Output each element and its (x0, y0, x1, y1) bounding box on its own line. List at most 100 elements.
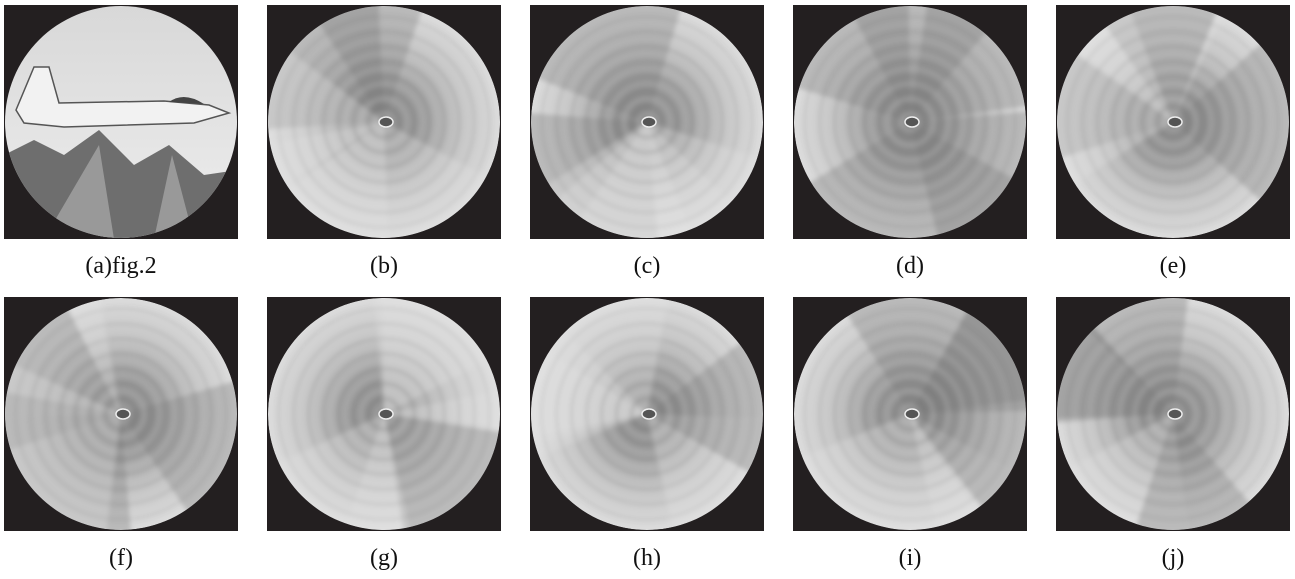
ring (352, 382, 416, 446)
sector (800, 122, 1022, 238)
ring (555, 30, 739, 214)
caption: (j) (1162, 545, 1185, 571)
ring (1088, 329, 1258, 499)
ring (284, 314, 484, 514)
mountain-shade (44, 145, 194, 238)
ring (848, 60, 972, 184)
ring (562, 37, 732, 207)
ring (1118, 67, 1228, 177)
ring (803, 15, 1017, 229)
ring (292, 322, 476, 506)
ring (344, 82, 424, 162)
ring (14, 307, 228, 521)
ring (630, 105, 664, 139)
ring (540, 15, 754, 229)
ring (1148, 389, 1198, 439)
ring (818, 322, 1002, 506)
ring (322, 60, 446, 184)
ring (59, 352, 183, 476)
ring (1156, 397, 1190, 431)
ring (825, 329, 995, 499)
ring (825, 37, 995, 207)
ring (1111, 352, 1235, 476)
swirl (268, 6, 497, 238)
ring (1103, 52, 1243, 192)
ring (615, 90, 679, 154)
ring (1088, 37, 1258, 207)
ring (600, 367, 694, 461)
ring (547, 22, 747, 222)
ring (1111, 60, 1235, 184)
panel: (d) (793, 5, 1027, 279)
ring (885, 97, 935, 147)
ring (615, 382, 679, 446)
ring (1066, 15, 1280, 229)
sector (910, 302, 1026, 516)
swirl (794, 6, 1026, 238)
ring (810, 314, 1010, 514)
ring (74, 367, 168, 461)
ring (29, 322, 213, 506)
center (378, 408, 394, 420)
ring (1103, 344, 1243, 484)
ring (367, 105, 401, 139)
ring (893, 105, 927, 139)
panel-image (794, 6, 1026, 238)
ring (1141, 382, 1205, 446)
ring (893, 397, 927, 431)
panel: (e) (1056, 5, 1290, 279)
center (378, 116, 394, 128)
ring (833, 337, 987, 491)
ring (870, 82, 950, 162)
ring (299, 329, 469, 499)
ring (622, 389, 672, 439)
ring (592, 67, 702, 177)
panel: (g) (267, 297, 501, 571)
ring (36, 329, 206, 499)
panel: (c) (530, 5, 764, 279)
ring (21, 314, 221, 514)
ring (1081, 30, 1265, 214)
ring (292, 30, 476, 214)
ring (96, 389, 146, 439)
ring (81, 374, 161, 454)
ring (585, 60, 709, 184)
ring (570, 45, 724, 199)
ring (359, 97, 409, 147)
swirl (1057, 6, 1289, 229)
canopy (169, 96, 204, 104)
ring (337, 75, 431, 169)
ring (878, 90, 942, 154)
caption: (f) (109, 545, 133, 571)
center (904, 408, 920, 420)
ring (66, 359, 176, 469)
caption: (a)fig.2 (85, 253, 156, 279)
ring (1118, 359, 1228, 469)
sector (531, 324, 647, 439)
ring (600, 75, 694, 169)
center (115, 408, 131, 420)
ring (1133, 374, 1213, 454)
ring (555, 322, 739, 506)
ring (1081, 322, 1265, 506)
aircraft (15, 66, 232, 128)
panel: (a)fig.2 (4, 5, 238, 279)
ring (104, 397, 138, 431)
center (904, 116, 920, 128)
ring (352, 90, 416, 154)
caption: (b) (370, 253, 398, 279)
ring (277, 15, 491, 229)
ring (314, 52, 454, 192)
ring (863, 75, 957, 169)
ring (803, 307, 1017, 521)
panel: (b) (267, 5, 501, 279)
ring (44, 337, 198, 491)
ring (870, 374, 950, 454)
sector (1082, 298, 1190, 414)
ring (329, 359, 439, 469)
ring (307, 45, 461, 199)
ring (1073, 22, 1273, 222)
swirl (1057, 298, 1280, 530)
ring (284, 22, 484, 222)
